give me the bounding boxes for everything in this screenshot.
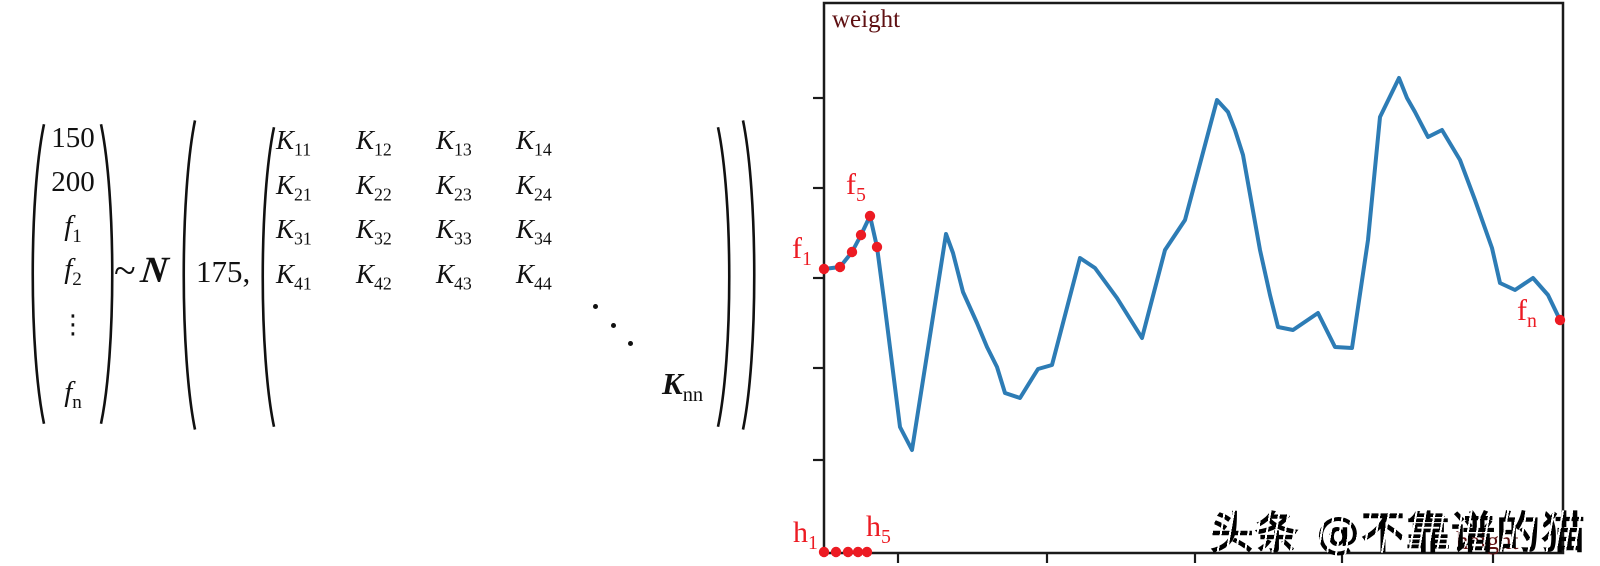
script-N-normal-symbol: N	[138, 250, 171, 291]
matrix-entry: K32	[356, 214, 392, 249]
matrix-entry: K12	[356, 125, 392, 160]
label-h5: h5	[866, 510, 891, 548]
toutiao-watermark: 头条 @不靠谱的猫	[1210, 497, 1586, 561]
vector-entry: fn	[64, 376, 82, 413]
matrix-entry: K44	[516, 258, 552, 293]
y-axis-title: weight	[832, 6, 901, 33]
matrix-diagonal-dot	[611, 323, 616, 328]
plot-svg	[813, 1, 1566, 563]
vector-right-paren	[97, 118, 121, 430]
vector-entry: ⋮	[60, 310, 86, 340]
outer-right-paren	[739, 114, 763, 436]
matrix-entry: K21	[276, 169, 312, 204]
label-f1: f1	[792, 232, 812, 270]
label-f5: f5	[846, 168, 866, 206]
matrix-entry: K31	[276, 214, 312, 249]
matrix-entry: K22	[356, 169, 392, 204]
matrix-entry: K34	[516, 214, 552, 249]
matrix-entry: K24	[516, 169, 552, 204]
vector-left-paren	[24, 118, 48, 430]
vector-entry: 200	[51, 166, 95, 198]
label-fn: fn	[1517, 294, 1537, 332]
matrix-right-paren	[714, 121, 738, 433]
matrix-diagonal-dot	[593, 304, 598, 309]
gp-formula: 150 200 f1 f2 ⋮ fn ~ N 175, K11 K12 K13 K14 K21 K2…	[0, 0, 790, 566]
matrix-entry: K11	[276, 125, 312, 160]
matrix-entry: K23	[436, 169, 472, 204]
matrix-entry: K42	[356, 258, 392, 293]
outer-left-paren	[175, 114, 199, 436]
matrix-diagonal-dot	[628, 341, 633, 346]
weight-height-plot: weight height f1 f5 fn h1 h5 头条 @不靠谱的猫	[790, 0, 1600, 566]
distributed-as-tilde: ~	[114, 248, 136, 293]
matrix-entry: K33	[436, 214, 472, 249]
matrix-entry: K14	[516, 125, 552, 160]
matrix-entry: K13	[436, 125, 472, 160]
matrix-entry: K41	[276, 258, 312, 293]
label-h1: h1	[793, 516, 818, 554]
vector-entry: f2	[64, 253, 82, 290]
x-axis-title: height	[1456, 529, 1519, 554]
observation-vector: 150 200 f1 f2 ⋮ fn	[46, 0, 100, 566]
matrix-corner-entry: Knn	[662, 366, 704, 407]
vector-entry: 150	[51, 122, 95, 154]
covariance-matrix: K11 K12 K13 K14 K21 K22 K23 K24 K31 K32 K33 K34 K41 K…	[276, 124, 596, 302]
vector-entry: f1	[64, 210, 82, 247]
mean-value: 175,	[196, 254, 251, 289]
matrix-entry: K43	[436, 258, 472, 293]
matrix-left-paren	[254, 121, 278, 433]
